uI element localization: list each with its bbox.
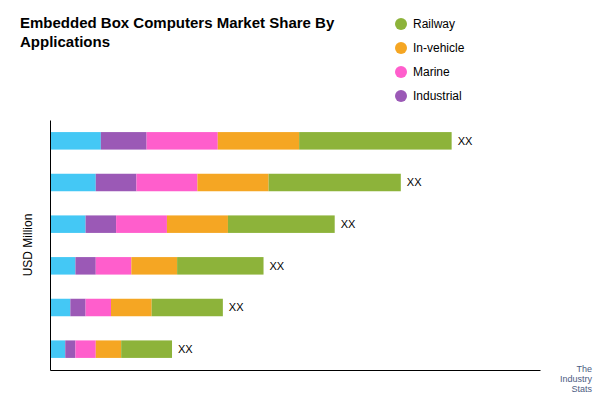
bar	[299, 132, 452, 150]
bar	[131, 257, 177, 275]
bar-annotation: XX	[178, 343, 193, 355]
legend-swatch	[395, 42, 407, 54]
title: Embedded Box Computers Market Share ByAp…	[20, 14, 335, 50]
bar	[50, 299, 70, 317]
chart: USD Million Embedded Box Computers Market…	[0, 0, 600, 400]
legend-item: Marine	[395, 65, 450, 79]
legend-label: In-vehicle	[413, 41, 465, 55]
bar	[75, 257, 95, 275]
bar-annotation: XX	[270, 260, 285, 272]
legend-item: In-vehicle	[395, 41, 465, 55]
bar	[218, 132, 299, 150]
bar	[101, 132, 147, 150]
bar	[228, 215, 335, 233]
legend: Railway In-vehicle Marine Industrial	[395, 17, 465, 103]
bar	[65, 340, 75, 358]
bar	[152, 299, 223, 317]
bars	[50, 132, 452, 358]
series	[121, 132, 451, 358]
bar-annotation: XX	[458, 135, 473, 147]
series	[75, 132, 217, 358]
legend-item: Railway	[395, 17, 455, 31]
x-axis	[51, 370, 541, 371]
bar	[136, 174, 197, 192]
legend-swatch	[395, 90, 407, 102]
legend-label: Railway	[413, 17, 455, 31]
series	[96, 132, 299, 358]
legend-label: Marine	[413, 65, 450, 79]
bar	[121, 340, 172, 358]
bar	[177, 257, 263, 275]
legend-item: Industrial	[395, 89, 462, 103]
y-axis-title: USD Million	[21, 214, 35, 277]
watermark: TheIndustryStats	[560, 364, 593, 394]
bar-annotation: XX	[341, 218, 356, 230]
bar	[50, 215, 86, 233]
bar	[86, 215, 117, 233]
legend-swatch	[395, 66, 407, 78]
bar	[70, 299, 85, 317]
y-axis	[50, 121, 51, 371]
bar-annotation: XX	[407, 176, 422, 188]
bar	[96, 174, 137, 192]
series	[65, 132, 146, 358]
bar	[116, 215, 167, 233]
y-axis-line	[50, 121, 51, 371]
legend-label: Industrial	[413, 89, 462, 103]
bar	[269, 174, 401, 192]
bar	[50, 132, 101, 150]
bar	[50, 340, 65, 358]
bar	[96, 340, 121, 358]
legend-swatch	[395, 18, 407, 30]
bar	[96, 257, 132, 275]
x-axis-line	[51, 370, 541, 371]
bar	[75, 340, 95, 358]
bar	[167, 215, 228, 233]
bar	[197, 174, 268, 192]
series	[50, 132, 101, 358]
bar-annotation: XX	[229, 301, 244, 313]
bar	[111, 299, 152, 317]
bar	[50, 174, 96, 192]
bar	[86, 299, 111, 317]
bar	[50, 257, 75, 275]
bar	[147, 132, 218, 150]
